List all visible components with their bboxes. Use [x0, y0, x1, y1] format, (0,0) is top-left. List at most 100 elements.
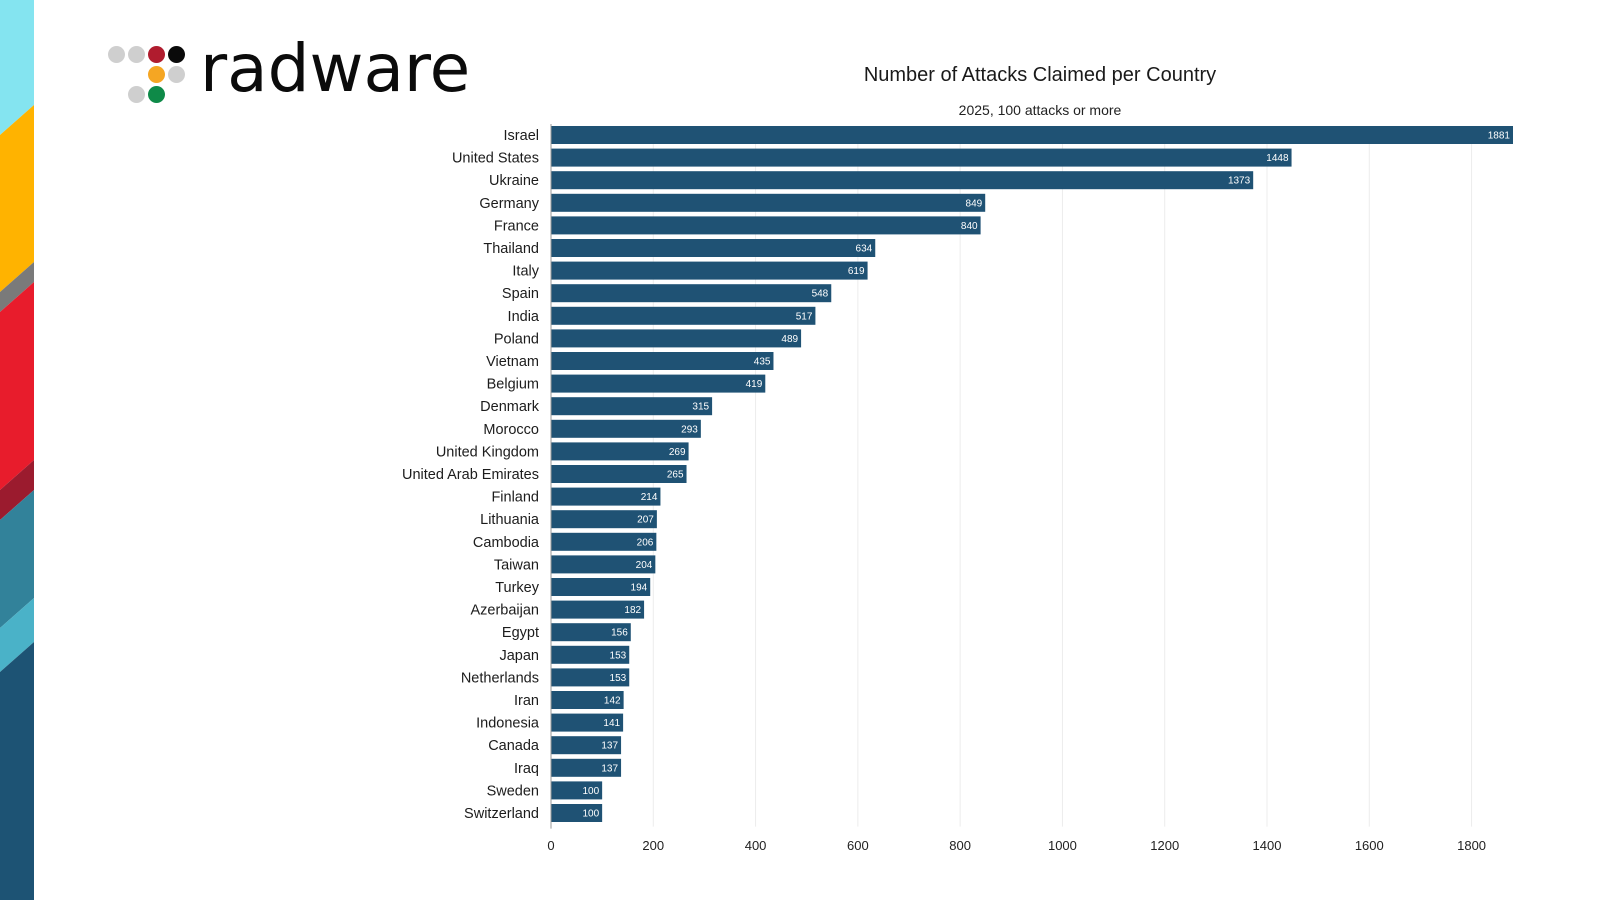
bar	[551, 193, 986, 212]
x-tick-label: 400	[745, 838, 767, 853]
category-label: United Arab Emirates	[402, 467, 539, 483]
bar	[551, 329, 802, 348]
bar	[551, 804, 603, 822]
bar	[551, 465, 687, 483]
value-label: 137	[601, 763, 618, 774]
value-label: 1881	[1488, 131, 1511, 142]
value-label: 315	[692, 402, 709, 413]
logo-dot	[148, 66, 165, 83]
value-label: 435	[754, 357, 771, 368]
x-axis-ticks: 0 200 400 600 800 1000 1200 1400 1600 1800	[547, 838, 1486, 853]
logo-dot	[148, 86, 165, 103]
value-label: 142	[604, 696, 621, 707]
category-label: Indonesia	[476, 716, 540, 732]
bar	[551, 736, 622, 755]
category-label: Thailand	[483, 241, 539, 257]
category-label: Japan	[499, 648, 539, 664]
bar	[551, 261, 868, 280]
value-label: 137	[601, 741, 618, 752]
bar	[551, 781, 603, 800]
chart-subtitle: 2025, 100 attacks or more	[958, 102, 1122, 118]
category-label: Vietnam	[486, 354, 539, 370]
category-label: Azerbaijan	[470, 603, 539, 619]
value-label: 293	[681, 424, 698, 435]
category-label: Ukraine	[489, 173, 539, 189]
category-label: Belgium	[487, 377, 539, 393]
bar	[551, 600, 645, 619]
value-label: 100	[582, 786, 599, 797]
radware-logo: radware	[108, 30, 470, 110]
category-label: Cambodia	[473, 535, 540, 551]
value-label: 1448	[1266, 153, 1289, 164]
bar	[551, 691, 624, 709]
category-label: Lithuania	[480, 512, 540, 528]
value-label: 194	[631, 583, 648, 594]
category-label: Netherlands	[461, 670, 539, 686]
bar	[551, 148, 1292, 167]
logo-dot	[168, 66, 185, 83]
category-label: Spain	[502, 286, 539, 302]
category-label: Italy	[512, 264, 539, 280]
value-label: 214	[641, 492, 658, 503]
bar	[551, 239, 876, 257]
category-label: Sweden	[487, 783, 539, 799]
stripe-band	[0, 262, 34, 312]
bar	[551, 126, 1513, 144]
category-label: France	[494, 218, 539, 234]
category-label: Morocco	[483, 422, 539, 438]
value-label: 840	[961, 221, 978, 232]
value-label: 153	[610, 673, 627, 684]
category-label: United States	[452, 151, 539, 167]
category-label: Taiwan	[494, 557, 539, 573]
bar	[551, 487, 661, 506]
logo-dot	[148, 46, 165, 63]
bar	[551, 623, 631, 642]
category-label: Israel	[504, 128, 539, 144]
value-label: 619	[848, 266, 865, 277]
category-labels: Israel United States Ukraine Germany France T…	[402, 128, 540, 822]
bars	[551, 126, 1513, 822]
value-label: 182	[624, 605, 641, 616]
bar	[551, 578, 651, 596]
x-tick-label: 0	[547, 838, 554, 853]
logo-dot	[108, 46, 125, 63]
bar	[551, 713, 624, 732]
value-label: 206	[637, 537, 654, 548]
bar	[551, 645, 630, 664]
x-tick-label: 1800	[1457, 838, 1486, 853]
bar	[551, 555, 656, 574]
category-label: Iraq	[514, 761, 539, 777]
category-label: Poland	[494, 331, 539, 347]
value-label: 141	[603, 718, 620, 729]
value-label: 634	[856, 244, 873, 255]
bar	[551, 758, 622, 777]
stripe-band	[0, 105, 34, 292]
value-label: 849	[966, 198, 983, 209]
value-label: 156	[611, 628, 628, 639]
category-label: Germany	[479, 196, 539, 212]
bar	[551, 284, 832, 303]
bar	[551, 171, 1254, 190]
value-label: 204	[636, 560, 653, 571]
value-label: 489	[781, 334, 798, 345]
value-label: 517	[796, 311, 813, 322]
x-tick-label: 1600	[1355, 838, 1384, 853]
value-label: 265	[667, 470, 684, 481]
value-label: 269	[669, 447, 686, 458]
value-label: 419	[746, 379, 763, 390]
category-label: Denmark	[480, 399, 540, 415]
bar	[551, 306, 816, 325]
logo-dot	[128, 46, 145, 63]
stripe-band	[0, 0, 34, 135]
x-tick-label: 200	[642, 838, 664, 853]
bar	[551, 374, 766, 393]
value-label: 153	[610, 650, 627, 661]
category-label: Canada	[488, 738, 540, 754]
x-tick-label: 1200	[1150, 838, 1179, 853]
value-label: 1373	[1228, 176, 1251, 187]
logo-dot	[168, 46, 185, 63]
logo-wordmark: radware	[200, 30, 471, 107]
bar	[551, 352, 774, 370]
category-label: Switzerland	[464, 806, 539, 822]
